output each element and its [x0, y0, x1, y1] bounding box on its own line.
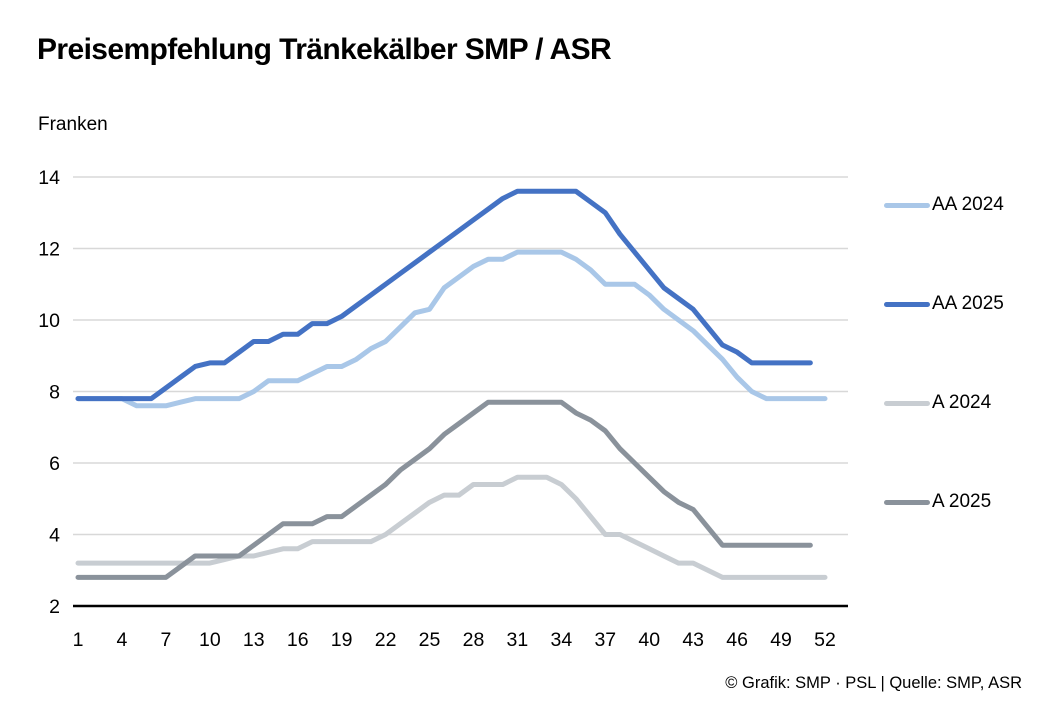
y-axis-unit-label: Franken: [38, 114, 108, 135]
y-tick-label: 10: [38, 310, 60, 332]
legend-swatch-a-2024: [884, 400, 930, 406]
legend-item-a-2024: A 2024: [884, 391, 991, 415]
x-tick-label: 10: [199, 629, 221, 651]
legend-label-a-2024: A 2024: [932, 392, 992, 413]
y-tick-label: 12: [38, 239, 60, 261]
x-tick-label: 52: [814, 629, 836, 651]
series-line-aa-2025: [75, 188, 813, 402]
series-line-aa-2024: [75, 249, 828, 409]
x-tick-label: 37: [594, 629, 616, 651]
y-tick-label: 8: [49, 382, 60, 404]
x-tick-label: 28: [463, 629, 485, 651]
x-tick-label: 25: [419, 629, 441, 651]
legend-item-aa-2024: AA 2024: [884, 193, 1004, 217]
x-tick-label: 46: [726, 629, 748, 651]
y-tick-label: 4: [49, 525, 60, 547]
x-tick-label: 7: [160, 629, 171, 651]
x-tick-label: 1: [73, 629, 84, 651]
x-tick-label: 49: [770, 629, 792, 651]
x-tick-label: 22: [375, 629, 397, 651]
legend-swatch-aa-2024: [884, 202, 930, 208]
x-tick-label: 40: [638, 629, 660, 651]
legend-item-aa-2025: AA 2025: [884, 292, 1004, 316]
x-tick-label: 43: [682, 629, 704, 651]
legend-label-aa-2025: AA 2025: [932, 293, 1004, 314]
legend-swatch-aa-2025: [884, 301, 930, 307]
legend: AA 2024 AA 2025 A 2024 A 2025: [884, 0, 1062, 710]
y-tick-label: 14: [38, 167, 60, 189]
legend-swatch-a-2025: [884, 499, 930, 505]
x-tick-label: 13: [243, 629, 265, 651]
x-tick-label: 31: [507, 629, 529, 651]
legend-label-a-2025: A 2025: [932, 491, 992, 512]
y-tick-label: 2: [49, 596, 60, 618]
x-tick-label: 16: [287, 629, 309, 651]
series-line-a-2025: [75, 399, 813, 580]
legend-item-a-2025: A 2025: [884, 490, 991, 514]
x-tick-label: 19: [331, 629, 353, 651]
legend-label-aa-2024: AA 2024: [932, 194, 1004, 215]
y-tick-label: 6: [49, 453, 60, 475]
x-tick-label: 34: [551, 629, 573, 651]
x-tick-label: 4: [117, 629, 128, 651]
series-line-a-2024: [75, 474, 828, 580]
credit-line: © Grafik: SMP · PSL | Quelle: SMP, ASR: [725, 674, 1022, 692]
chart-title: Preisempfehlung Tränkekälber SMP / ASR: [37, 33, 612, 66]
